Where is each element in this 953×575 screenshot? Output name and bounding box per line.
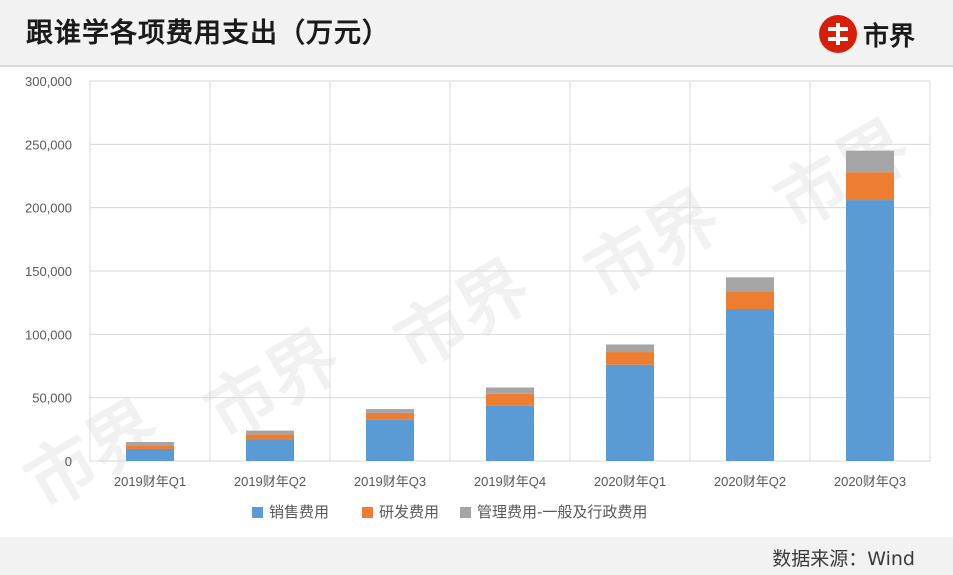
x-tick-label: 2020财年Q3	[834, 474, 906, 489]
bar-segment	[606, 364, 654, 461]
bar-segment	[366, 419, 414, 461]
brand-logo: 市界	[818, 14, 915, 54]
bar-segment	[246, 439, 294, 461]
bar-segment	[846, 172, 894, 201]
bar-segment	[726, 277, 774, 292]
x-tick-label: 2019财年Q4	[474, 474, 546, 489]
header-bar: 跟谁学各项费用支出（万元） 市界	[0, 0, 953, 65]
x-tick-label: 2020财年Q1	[594, 474, 666, 489]
y-tick-label: 250,000	[25, 137, 72, 152]
legend-swatch	[252, 507, 263, 518]
x-tick-label: 2019财年Q3	[354, 474, 426, 489]
bar-segment	[486, 387, 534, 394]
bar-segment	[606, 344, 654, 353]
bar-segment	[246, 434, 294, 440]
bar-segment	[726, 309, 774, 461]
bar-segment	[486, 405, 534, 461]
bar-segment	[606, 352, 654, 365]
bar-segment	[366, 409, 414, 413]
y-tick-label: 300,000	[25, 74, 72, 89]
header-divider	[0, 65, 953, 67]
legend-label: 研发费用	[379, 503, 439, 521]
data-source: 数据来源：Wind	[772, 548, 915, 570]
bar-segment	[126, 448, 174, 461]
bar-segment	[846, 150, 894, 173]
y-tick-label: 100,000	[25, 327, 72, 342]
bar-segment	[126, 445, 174, 449]
logo-text: 市界	[862, 21, 915, 52]
legend-label: 管理费用-一般及行政费用	[477, 503, 647, 521]
bar-segment	[846, 200, 894, 462]
stacked-bar-chart: 0 50,000 100,000 150,000 200,000 250,000 300,0…	[25, 74, 931, 521]
x-tick-label: 2020财年Q2	[714, 474, 786, 489]
legend-swatch	[460, 507, 471, 518]
footer-bar: 数据来源：Wind	[0, 537, 953, 575]
y-tick-label: 200,000	[25, 201, 72, 216]
legend-label: 销售费用	[269, 503, 329, 521]
x-tick-label: 2019财年Q2	[234, 474, 306, 489]
y-tick-label: 150,000	[25, 264, 72, 279]
bar-segment	[246, 430, 294, 435]
bar-segment	[366, 412, 414, 420]
x-tick-label: 2019财年Q1	[114, 474, 186, 489]
legend-swatch	[362, 507, 373, 518]
bar-segment	[486, 393, 534, 406]
logo-mark-icon	[818, 15, 857, 53]
page-title: 跟谁学各项费用支出（万元）	[26, 18, 390, 49]
y-tick-label: 50,000	[32, 391, 72, 406]
bar-segment	[126, 442, 174, 446]
y-tick-label: 0	[65, 454, 72, 469]
bar-segment	[726, 291, 774, 309]
